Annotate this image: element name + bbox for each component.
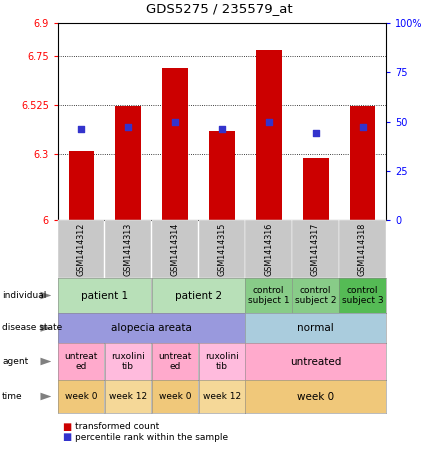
Point — [219, 126, 226, 133]
Text: percentile rank within the sample: percentile rank within the sample — [74, 433, 228, 442]
Text: control
subject 3: control subject 3 — [342, 286, 383, 305]
Text: ■: ■ — [62, 433, 72, 443]
Text: GSM1414316: GSM1414316 — [264, 222, 273, 275]
Point — [359, 124, 366, 131]
Text: patient 1: patient 1 — [81, 291, 128, 301]
Text: GDS5275 / 235579_at: GDS5275 / 235579_at — [146, 2, 292, 15]
Bar — [350, 106, 375, 220]
Text: control
subject 2: control subject 2 — [295, 286, 336, 305]
Text: GSM1414312: GSM1414312 — [77, 222, 86, 276]
Point — [265, 118, 272, 125]
Bar — [303, 158, 328, 220]
Text: normal: normal — [297, 323, 334, 333]
Text: untreat
ed: untreat ed — [158, 352, 191, 371]
Text: GSM1414317: GSM1414317 — [311, 222, 320, 276]
Text: control
subject 1: control subject 1 — [248, 286, 290, 305]
Text: untreat
ed: untreat ed — [64, 352, 98, 371]
Polygon shape — [40, 358, 51, 365]
Text: GSM1414318: GSM1414318 — [358, 222, 367, 275]
Point — [125, 124, 132, 131]
Point — [172, 118, 179, 125]
Text: week 0: week 0 — [65, 392, 98, 401]
Bar — [115, 106, 141, 220]
Text: transformed count: transformed count — [74, 422, 159, 431]
Text: GSM1414313: GSM1414313 — [124, 222, 133, 275]
Text: ■: ■ — [62, 422, 72, 432]
Bar — [162, 68, 188, 220]
Point — [312, 130, 319, 137]
Text: ruxolini
tib: ruxolini tib — [205, 352, 239, 371]
Text: agent: agent — [2, 357, 28, 366]
Text: week 0: week 0 — [159, 392, 191, 401]
Text: disease state: disease state — [2, 323, 63, 333]
Text: untreated: untreated — [290, 357, 341, 367]
Bar — [256, 50, 282, 220]
Text: week 0: week 0 — [297, 392, 334, 402]
Polygon shape — [40, 292, 51, 299]
Polygon shape — [40, 324, 51, 332]
Point — [78, 126, 85, 133]
Text: week 12: week 12 — [109, 392, 147, 401]
Text: GSM1414314: GSM1414314 — [170, 222, 180, 275]
Bar — [209, 131, 235, 220]
Text: GSM1414315: GSM1414315 — [217, 222, 226, 276]
Text: ruxolini
tib: ruxolini tib — [111, 352, 145, 371]
Text: alopecia areata: alopecia areata — [111, 323, 192, 333]
Text: week 12: week 12 — [203, 392, 241, 401]
Bar — [68, 151, 94, 220]
Text: individual: individual — [2, 291, 46, 300]
Polygon shape — [40, 393, 51, 400]
Text: patient 2: patient 2 — [175, 291, 222, 301]
Text: time: time — [2, 392, 23, 401]
